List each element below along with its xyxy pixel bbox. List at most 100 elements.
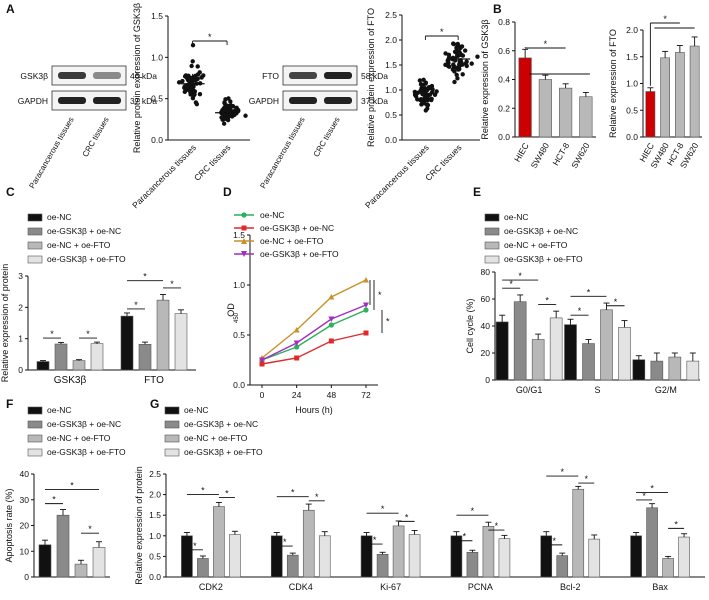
panelA-scatter-y-tick-label: 1.0	[385, 85, 397, 95]
group-category-label: Bcl-2	[560, 582, 581, 592]
panelD-marker	[259, 361, 265, 367]
panelE-legend-swatch	[484, 213, 500, 222]
panelE-legend-label: oe-NC	[504, 212, 529, 222]
scatter-point	[228, 99, 233, 104]
grouped-bar	[229, 534, 241, 578]
panelC-legend-label: oe-NC + oe-FTO	[47, 240, 111, 250]
panelD-x-tick-label: 48	[327, 390, 337, 400]
scatter-point	[186, 78, 192, 84]
group-category-label: G2/M	[655, 385, 677, 395]
grouped-bar	[495, 321, 509, 381]
panelD-series-line	[261, 309, 367, 361]
scatter-point	[460, 72, 465, 77]
panelC-legend-label: oe-GSK3β + oe-NC	[47, 226, 121, 236]
scatter-point	[425, 102, 431, 108]
panelG-sig-star: *	[471, 506, 475, 516]
blot-kda-label: 46 kDa	[130, 71, 157, 81]
scatter-point	[475, 54, 480, 59]
panelD-marker	[363, 330, 369, 336]
panelD-ylabel: OD	[226, 303, 236, 317]
panelC-legend-swatch	[27, 213, 43, 222]
scatter-point	[180, 78, 185, 84]
grouped-bar	[482, 526, 495, 578]
panelB-bars-y-tick-label: 0.4	[498, 75, 510, 85]
grouped-bar	[646, 507, 658, 578]
grouped-bars-6-y-tick-label: 60	[481, 294, 491, 304]
bar	[675, 52, 685, 138]
blot-band	[93, 72, 121, 79]
scatter-category-label: CRC tissues	[192, 142, 232, 182]
panelF-legend-label: oe-NC + oe-FTO	[47, 433, 111, 443]
panelA-scatter-y-tick-label: 0.0	[385, 135, 397, 145]
panel-label-F: F	[6, 397, 13, 411]
group-category-label: Bax	[652, 582, 668, 592]
group-category-label: FTO	[144, 375, 164, 386]
grouped-bar	[156, 299, 170, 371]
panelB1-sig-star: *	[544, 39, 548, 49]
scatter-point	[446, 63, 451, 69]
grouped-bar-ylabel: Apoptosis rate (%)	[4, 488, 14, 562]
panelD-marker	[293, 340, 300, 346]
panelD-legend-marker	[241, 238, 247, 244]
panelD-legend-label: oe-GSK3β + oe-FTO	[260, 249, 339, 259]
scatter-point	[223, 97, 228, 102]
grouped-bar	[56, 514, 70, 578]
bar	[559, 87, 573, 138]
panel-label-A: A	[6, 2, 15, 16]
grouped-bars-6-y-tick-label: 0	[485, 375, 490, 385]
panelC-sig-star: *	[143, 272, 147, 282]
grouped-bar	[564, 324, 577, 381]
blot-band	[324, 97, 352, 104]
panelD-legend-marker	[241, 251, 247, 257]
panelD-legend-label: oe-GSK3β + oe-NC	[260, 223, 334, 233]
panelE-legend-label: oe-GSK3β + oe-FTO	[504, 254, 583, 264]
panelF-legend-swatch	[27, 434, 43, 443]
panelG-legend-label: oe-NC + oe-FTO	[184, 433, 248, 443]
scatter-point	[462, 48, 468, 53]
panelG-sig-star: *	[373, 535, 377, 545]
grouped-bar	[74, 563, 88, 578]
panelG-sig-star: *	[463, 532, 467, 542]
panelE-sig-star: *	[518, 271, 522, 281]
panelG-sig-star: *	[225, 488, 229, 498]
panelF-sig-star: *	[70, 480, 74, 490]
panelB-bars-y-tick-label: 1.0	[626, 79, 638, 89]
grouped-bar	[36, 361, 50, 371]
scatter-point	[469, 61, 474, 66]
panelE-legend-swatch	[484, 227, 500, 236]
panelD-marker	[328, 322, 334, 328]
scatter-point	[183, 73, 189, 78]
panelG-legend-swatch	[164, 420, 180, 429]
panel-label-G: G	[150, 397, 159, 411]
blot-kda-label: 37 kDa	[361, 96, 388, 106]
panel-label-D: D	[223, 185, 232, 199]
scatter-point	[454, 72, 459, 78]
bar	[689, 45, 700, 138]
panel-label-E: E	[473, 185, 481, 199]
grouped-bar	[302, 509, 315, 578]
panelF-legend-label: oe-NC	[47, 405, 72, 415]
panelC-sig-star: *	[86, 329, 90, 339]
panelD-y-tick-label: 1.5	[233, 230, 245, 240]
panelC-sig-star: *	[170, 279, 174, 289]
panelF-sig-star: *	[88, 524, 92, 534]
panelG-sig-star: *	[552, 536, 556, 546]
panelD-legend-marker	[241, 212, 247, 218]
panelB-bars-y-tick-label: 2.0	[626, 25, 638, 35]
group-category-label: S	[594, 385, 600, 395]
scatter-ylabel: Relative protein expression of GSK3β	[132, 3, 142, 153]
group-category-label: CDK4	[289, 582, 313, 592]
panelD-marker	[259, 357, 265, 363]
scatter-point	[197, 91, 203, 97]
blot-lane-label: CRC tissues	[81, 116, 111, 159]
panelA-scatter-y-tick-label: 0.5	[385, 110, 397, 120]
grouped-bar-ylabel: Relative expression of protein	[0, 264, 10, 383]
panelB-bars-y-tick-label: 0.6	[498, 46, 510, 56]
blot-frame	[282, 65, 358, 86]
grouped-bar	[181, 535, 193, 578]
panelA-scatter-y-tick-label: 0.0	[151, 135, 163, 145]
grouped-bar	[318, 535, 331, 578]
scatter-point	[226, 114, 231, 119]
grouped-bar	[197, 558, 209, 578]
panelD-marker	[328, 338, 334, 344]
